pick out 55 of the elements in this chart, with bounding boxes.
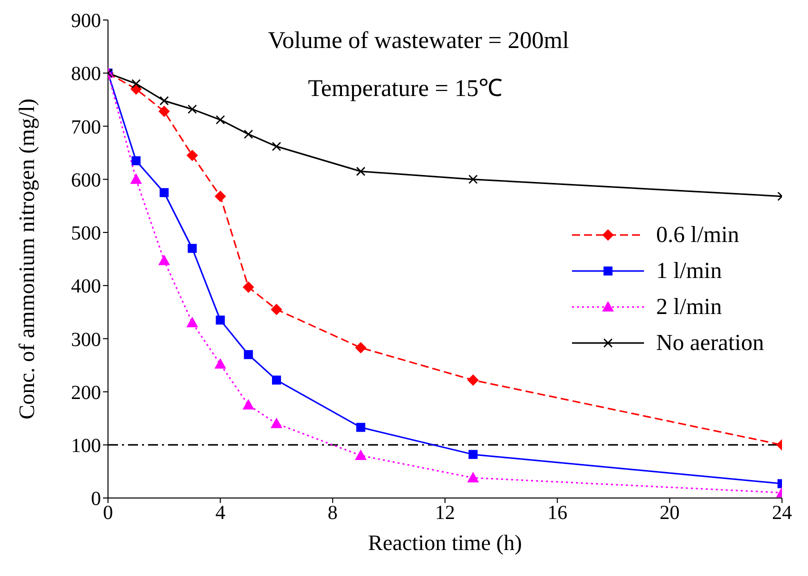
x-tick-label: 16 [547, 502, 568, 524]
point [216, 316, 225, 325]
point [132, 156, 141, 166]
point [186, 317, 198, 328]
legend-label: 0.6 l/min [656, 222, 740, 248]
y-tick-label: 500 [71, 222, 101, 245]
x-tick-label: 24 [772, 502, 792, 524]
point [355, 450, 366, 460]
y-tick-label: 800 [71, 63, 101, 86]
annotation: Volume of wastewater = 200ml [268, 28, 570, 55]
x-tick-label: 12 [435, 502, 455, 524]
point [468, 374, 479, 386]
point [271, 418, 282, 428]
point [272, 376, 281, 385]
x-tick-label: 20 [660, 502, 680, 524]
point [160, 96, 169, 106]
point [158, 106, 170, 117]
point [188, 244, 197, 253]
annotation: Temperature = 15℃ [308, 75, 502, 103]
point [356, 166, 366, 176]
y-tick-label: 200 [71, 382, 101, 404]
y-tick-label: 900 [71, 10, 101, 32]
x-tick-label: 8 [328, 502, 338, 524]
point [242, 400, 254, 410]
point [214, 358, 226, 369]
x-axis-title: Reaction time (h) [368, 530, 522, 555]
y-tick-label: 600 [71, 169, 101, 192]
point [272, 142, 282, 152]
y-tick-label: 0 [91, 488, 101, 510]
y-tick-label: 100 [71, 434, 101, 457]
legend-label: 1 l/min [656, 258, 722, 284]
point [355, 342, 366, 354]
y-tick-label: 700 [71, 116, 101, 138]
point [356, 422, 366, 432]
point [214, 190, 226, 202]
point [158, 255, 170, 266]
point [468, 174, 478, 184]
point [188, 104, 197, 114]
y-tick-label: 300 [71, 328, 101, 351]
legend-label: 2 l/min [656, 294, 722, 320]
point [131, 79, 141, 88]
point [130, 174, 142, 184]
point [216, 115, 225, 124]
point [244, 350, 253, 360]
y-tick-label: 400 [71, 276, 101, 298]
point [244, 130, 254, 139]
x-tick-label: 4 [215, 502, 226, 524]
point [160, 188, 169, 198]
point [271, 304, 282, 315]
y-axis-title: Conc. of ammonium nitrogen (mg/l) [14, 98, 39, 420]
point [468, 472, 479, 482]
point [186, 150, 198, 161]
legend-label: No aeration [656, 330, 764, 356]
point [468, 450, 478, 459]
point [242, 282, 254, 293]
